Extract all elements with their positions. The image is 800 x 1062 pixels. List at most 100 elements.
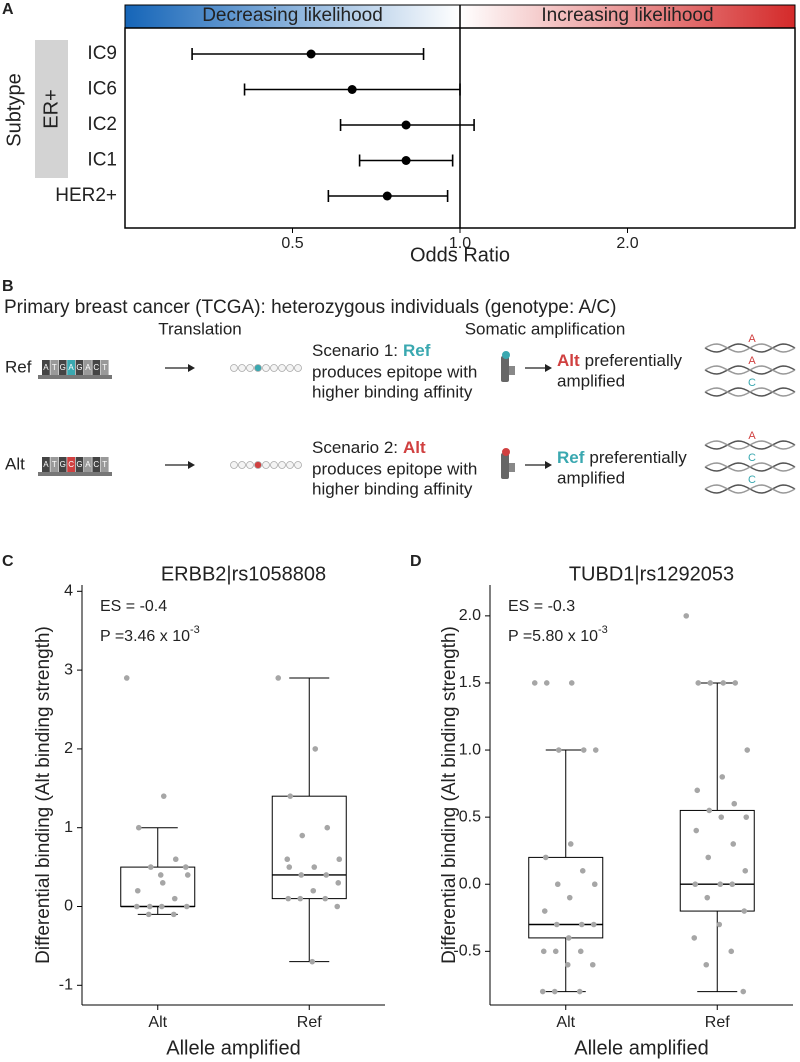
nucleotide-letter: T — [52, 363, 57, 372]
peptide-residue — [238, 461, 246, 469]
y-axis-label: Differential binding (Alt binding streng… — [33, 626, 54, 964]
nucleotide — [50, 360, 59, 375]
group-label: ER+ — [40, 89, 62, 128]
data-point — [564, 961, 571, 968]
x-axis-label: Odds Ratio — [410, 244, 510, 266]
bound-epitope — [502, 448, 510, 456]
data-point — [157, 872, 164, 878]
arrow-head — [188, 364, 195, 372]
outcome: amplified — [557, 371, 625, 390]
effect: higher binding affinity — [312, 479, 473, 498]
point-estimate — [382, 191, 392, 201]
data-point — [287, 793, 294, 799]
data-point — [311, 864, 318, 870]
peptide-residue — [246, 364, 254, 372]
peptide-residue — [270, 461, 278, 469]
nucleotide — [84, 457, 92, 472]
nucleotide-letter: T — [52, 460, 57, 469]
arrow-head — [545, 461, 552, 469]
data-point — [160, 793, 167, 799]
data-point — [729, 881, 736, 888]
data-point — [740, 988, 747, 995]
x-tick-label: 0.5 — [281, 235, 303, 252]
data-point — [135, 824, 142, 831]
data-point — [312, 746, 319, 752]
nucleotide — [67, 360, 75, 375]
data-point — [694, 787, 701, 794]
data-point — [683, 613, 690, 619]
annotation-text: P =5.80 x 10 — [508, 628, 598, 645]
header-right: Increasing likelihood — [541, 5, 713, 26]
y-tick-label: IC6 — [87, 79, 117, 100]
y-tick-label: IC1 — [87, 150, 117, 171]
arrow-head — [188, 461, 195, 469]
header-left: Decreasing likelihood — [202, 5, 383, 26]
data-point — [285, 895, 292, 902]
y-tick-label: 1.0 — [459, 741, 481, 758]
point-estimate — [306, 49, 316, 59]
data-point — [592, 747, 599, 753]
data-point — [171, 895, 178, 902]
copy-allele: A — [748, 355, 756, 367]
panel-label: D — [410, 553, 422, 570]
data-point — [147, 864, 154, 870]
annotation: ES = -0.4 — [100, 598, 167, 615]
data-point — [732, 680, 739, 686]
data-point — [310, 887, 317, 894]
panel-label: B — [2, 278, 14, 295]
data-point — [299, 832, 306, 839]
peptide-residue — [270, 364, 278, 372]
nucleotide — [75, 360, 84, 375]
outcome: Alt preferentially — [557, 351, 682, 370]
data-point — [335, 880, 342, 886]
data-point — [324, 824, 331, 831]
nucleotide — [42, 457, 50, 472]
scenario-text: Scenario 2: — [312, 438, 398, 457]
data-point — [568, 680, 575, 686]
data-point — [322, 895, 329, 902]
data-point — [705, 854, 712, 861]
nucleotide — [75, 457, 84, 472]
data-point — [706, 807, 713, 814]
scenario-text: Scenario 1: — [312, 341, 398, 360]
peptide-residue — [294, 461, 302, 469]
annotation-text: P =3.46 x 10 — [100, 628, 190, 645]
peptide-residue — [294, 364, 302, 372]
point-estimate — [401, 156, 411, 165]
annotation-exponent: -3 — [190, 624, 200, 636]
outcome: amplified — [557, 468, 625, 487]
peptide-residue — [230, 364, 238, 372]
data-point — [566, 894, 573, 901]
nucleotide-letter: G — [60, 363, 66, 372]
copy-allele: C — [748, 452, 756, 464]
data-point — [309, 958, 316, 965]
outcome-text: preferentially — [585, 351, 683, 370]
data-point — [589, 961, 596, 968]
data-point — [284, 856, 291, 863]
chart-title: ERBB2|rs1058808 — [161, 563, 326, 585]
amplified-allele: Alt — [557, 351, 580, 370]
data-point — [540, 948, 547, 955]
y-tick-label: 1 — [64, 819, 73, 836]
annotation: ES = -0.3 — [508, 598, 575, 615]
panel-label: C — [2, 553, 14, 570]
data-point — [541, 908, 548, 914]
annotation-exponent: -3 — [598, 624, 608, 636]
data-point — [716, 921, 723, 928]
nucleotide-letter: T — [102, 460, 107, 469]
y-tick-label: 4 — [64, 583, 73, 600]
x-axis-label: Allele amplified — [574, 1037, 709, 1059]
dna-strand — [704, 484, 796, 494]
step-label: Somatic amplification — [465, 319, 626, 338]
y-tick-label: IC2 — [87, 114, 117, 135]
receptor — [501, 356, 509, 382]
data-point — [692, 881, 699, 888]
nucleotide — [84, 360, 92, 375]
y-tick-label: HER2+ — [55, 185, 117, 206]
y-tick-label: 0.5 — [459, 808, 481, 825]
nucleotide-letter: A — [43, 363, 49, 372]
annotation: P =5.80 x 10-3 — [508, 624, 608, 645]
data-point — [741, 908, 748, 914]
y-tick-label: -1 — [59, 977, 73, 994]
